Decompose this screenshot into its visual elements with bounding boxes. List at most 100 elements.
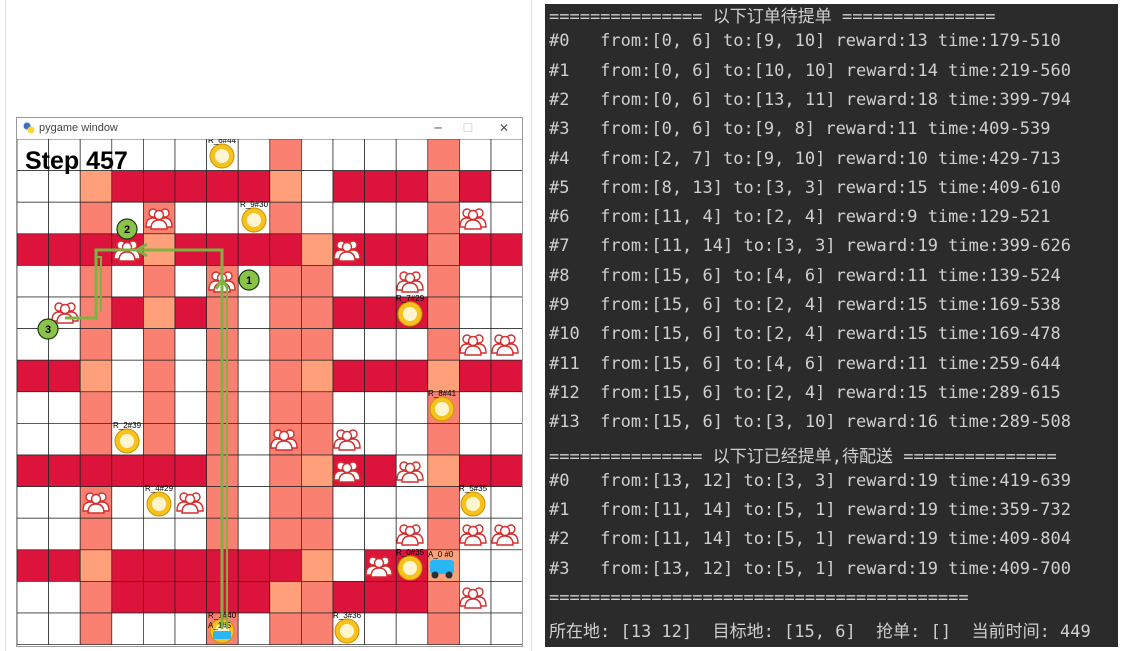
grid-cell[interactable] bbox=[490, 265, 522, 298]
grid-cell[interactable] bbox=[143, 296, 176, 329]
grid-cell[interactable] bbox=[143, 423, 176, 456]
grid-cell[interactable] bbox=[301, 454, 334, 487]
grid-cell[interactable] bbox=[395, 201, 429, 235]
grid-cell[interactable] bbox=[301, 170, 334, 203]
grid-cell[interactable] bbox=[17, 549, 49, 582]
grid-cell[interactable] bbox=[79, 328, 113, 361]
grid-cell[interactable] bbox=[48, 201, 81, 235]
grid-cell[interactable] bbox=[237, 581, 271, 614]
grid-cell[interactable] bbox=[395, 423, 429, 456]
grid-cell[interactable] bbox=[427, 201, 460, 235]
grid-cell[interactable] bbox=[395, 233, 429, 266]
grid-cell[interactable] bbox=[111, 170, 144, 203]
grid-cell[interactable] bbox=[79, 423, 113, 456]
grid-cell[interactable] bbox=[48, 170, 81, 203]
grid-cell[interactable] bbox=[395, 139, 429, 171]
grid-cell[interactable] bbox=[174, 139, 207, 171]
grid-cell[interactable] bbox=[174, 359, 207, 393]
grid-cell[interactable] bbox=[269, 328, 302, 361]
grid-cell[interactable] bbox=[174, 265, 207, 298]
grid-cell[interactable] bbox=[111, 359, 144, 393]
grid-cell[interactable] bbox=[79, 517, 113, 551]
grid-cell[interactable] bbox=[206, 201, 239, 235]
grid-cell[interactable] bbox=[301, 233, 334, 266]
grid-cell[interactable] bbox=[395, 328, 429, 361]
grid-cell[interactable] bbox=[111, 296, 144, 329]
grid-cell[interactable] bbox=[174, 170, 207, 203]
grid-cell[interactable] bbox=[174, 296, 207, 329]
grid-cell[interactable] bbox=[364, 391, 397, 424]
grid-cell[interactable] bbox=[237, 139, 271, 171]
grid-cell[interactable] bbox=[364, 201, 397, 235]
grid-cell[interactable] bbox=[237, 391, 271, 424]
grid-cell[interactable] bbox=[332, 265, 365, 298]
grid-cell[interactable] bbox=[269, 517, 302, 551]
grid-cell[interactable] bbox=[459, 612, 492, 645]
grid-cell[interactable] bbox=[490, 201, 522, 235]
grid-cell[interactable] bbox=[490, 581, 522, 614]
grid-cell[interactable] bbox=[301, 201, 334, 235]
grid-cell[interactable] bbox=[79, 612, 113, 645]
grid-cell[interactable] bbox=[79, 581, 113, 614]
grid-cell[interactable] bbox=[490, 296, 522, 329]
grid-cell[interactable] bbox=[269, 139, 302, 171]
grid-cell[interactable] bbox=[427, 296, 460, 329]
grid-cell[interactable] bbox=[174, 328, 207, 361]
grid-cell[interactable] bbox=[364, 581, 397, 614]
grid-cell[interactable] bbox=[79, 454, 113, 487]
grid-cell[interactable] bbox=[17, 581, 49, 614]
grid-cell[interactable] bbox=[301, 296, 334, 329]
grid-cell[interactable] bbox=[301, 517, 334, 551]
grid-cell[interactable] bbox=[111, 549, 144, 582]
grid-cell[interactable] bbox=[332, 391, 365, 424]
grid-cell[interactable] bbox=[427, 139, 460, 171]
grid-cell[interactable] bbox=[111, 517, 144, 551]
game-grid[interactable]: Step 457 R_6#44 R_9#30 R_7#29 R_8#41 R_2#39 R_… bbox=[17, 139, 522, 646]
grid-cell[interactable] bbox=[174, 423, 207, 456]
grid-cell[interactable] bbox=[269, 170, 302, 203]
grid-cell[interactable] bbox=[364, 517, 397, 551]
grid-cell[interactable] bbox=[17, 201, 49, 235]
grid-cell[interactable] bbox=[269, 549, 302, 582]
grid-cell[interactable] bbox=[364, 328, 397, 361]
grid-cell[interactable] bbox=[237, 549, 271, 582]
grid-cell[interactable] bbox=[490, 549, 522, 582]
grid-cell[interactable] bbox=[490, 359, 522, 393]
grid-cell[interactable] bbox=[332, 201, 365, 235]
close-button[interactable]: ✕ bbox=[498, 121, 510, 135]
window-titlebar[interactable]: pygame window ─ ☐ ✕ bbox=[17, 118, 522, 140]
grid-cell[interactable] bbox=[174, 517, 207, 551]
grid-cell[interactable] bbox=[143, 391, 176, 424]
grid-cell[interactable] bbox=[490, 139, 522, 171]
grid-cell[interactable] bbox=[269, 612, 302, 645]
grid-cell[interactable] bbox=[48, 454, 81, 487]
grid-cell[interactable] bbox=[490, 233, 522, 266]
grid-cell[interactable] bbox=[301, 612, 334, 645]
grid-cell[interactable] bbox=[427, 359, 460, 393]
grid-cell[interactable] bbox=[237, 423, 271, 456]
grid-cell[interactable] bbox=[17, 233, 49, 266]
grid-cell[interactable] bbox=[459, 454, 492, 487]
grid-cell[interactable] bbox=[111, 454, 144, 487]
grid-cell[interactable] bbox=[364, 454, 397, 487]
grid-cell[interactable] bbox=[427, 581, 460, 614]
grid-cell[interactable] bbox=[79, 359, 113, 393]
grid-cell[interactable] bbox=[48, 391, 81, 424]
grid-cell[interactable] bbox=[332, 296, 365, 329]
grid-cell[interactable] bbox=[364, 265, 397, 298]
grid-cell[interactable] bbox=[111, 328, 144, 361]
grid-cell[interactable] bbox=[301, 359, 334, 393]
maximize-button[interactable]: ☐ bbox=[462, 121, 474, 135]
grid-cell[interactable] bbox=[427, 423, 460, 456]
grid-cell[interactable] bbox=[48, 581, 81, 614]
grid-cell[interactable] bbox=[364, 139, 397, 171]
grid-cell[interactable] bbox=[269, 233, 302, 266]
grid-cell[interactable] bbox=[364, 296, 397, 329]
grid-cell[interactable] bbox=[490, 423, 522, 456]
grid-cell[interactable] bbox=[48, 265, 81, 298]
grid-cell[interactable] bbox=[17, 454, 49, 487]
grid-cell[interactable] bbox=[111, 265, 144, 298]
grid-cell[interactable] bbox=[364, 612, 397, 645]
grid-cell[interactable] bbox=[143, 549, 176, 582]
grid-cell[interactable] bbox=[143, 517, 176, 551]
